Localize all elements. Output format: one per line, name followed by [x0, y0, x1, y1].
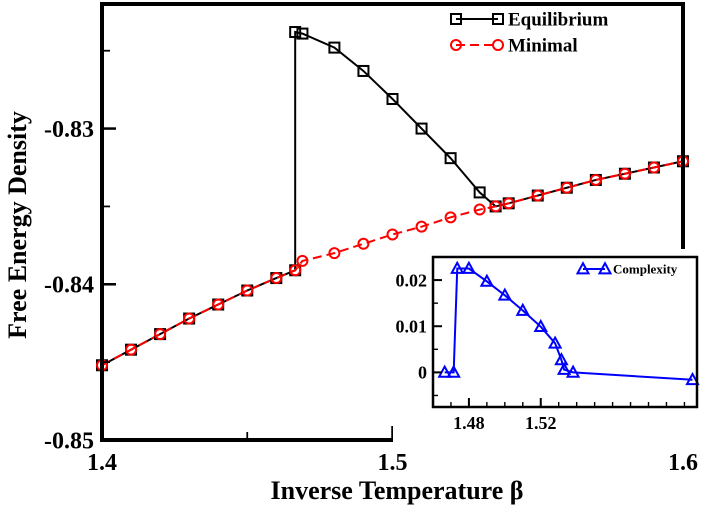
main-point-minimal — [357, 237, 370, 250]
main-point-equilibrium — [289, 26, 302, 39]
main-point-equilibrium — [328, 41, 341, 54]
inset-point-complexity — [556, 361, 572, 375]
inset-point-complexity — [547, 335, 563, 349]
main-y-tick-label: -0.85 — [44, 428, 94, 454]
inset-point-complexity — [479, 273, 495, 287]
inset-y-tick-label: 0.01 — [396, 317, 428, 337]
main-x-tick-label: 1.6 — [668, 450, 698, 476]
main-y-tick-label: -0.84 — [44, 273, 94, 299]
inset-ticks: 1.48 1.52 0 0.01 0.02 — [396, 256, 686, 433]
main-point-equilibrium — [386, 92, 399, 105]
inset-point-complexity — [461, 260, 477, 274]
main-point-minimal — [473, 203, 486, 216]
main-series-layer — [96, 26, 689, 372]
main-point-minimal — [241, 284, 254, 297]
main-point-minimal — [444, 211, 457, 224]
inset-chart: 1.48 1.52 0 0.01 0.02 Complexity — [393, 249, 705, 447]
main-x-tick-label: 1.4 — [87, 450, 117, 476]
main-point-minimal — [531, 189, 544, 202]
main-point-minimal — [502, 197, 515, 210]
inset-legend: Complexity — [575, 261, 678, 277]
main-point-minimal — [489, 200, 502, 213]
main-legend-marker — [450, 13, 462, 25]
inset-point-complexity — [685, 371, 700, 386]
inset-y-tick-label: 0.02 — [396, 270, 428, 290]
main-legend-label: Equilibrium — [508, 10, 608, 31]
inset-x-tick-label: 1.52 — [525, 413, 557, 433]
main-legend-label: Minimal — [508, 36, 578, 57]
inset-point-complexity — [446, 364, 461, 378]
main-point-minimal — [296, 254, 309, 267]
y-axis-title: Free Energy Density — [3, 111, 32, 339]
x-axis-title: Inverse Temperature β — [271, 476, 524, 505]
inset-point-complexity — [533, 318, 548, 333]
inset-legend-marker — [575, 261, 591, 275]
main-point-minimal — [328, 247, 341, 260]
main-point-minimal — [618, 167, 631, 180]
main-point-minimal — [415, 220, 428, 233]
main-point-equilibrium — [415, 122, 428, 135]
main-point-equilibrium — [357, 64, 370, 77]
main-point-minimal — [560, 181, 573, 194]
main-point-equilibrium — [473, 186, 486, 199]
main-point-minimal — [154, 328, 167, 341]
inset-legend-label: Complexity — [613, 262, 678, 277]
main-chart: 1.4 1.5 1.6 -0.85 -0.84 -0.83 Inverse Tempera… — [3, 2, 698, 505]
main-x-tick-label: 1.5 — [378, 450, 408, 476]
main-legend-marker — [492, 39, 504, 51]
main-point-equilibrium — [444, 152, 457, 165]
inset-series-line-complexity — [444, 267, 693, 381]
main-series-line-minimal — [101, 160, 684, 367]
main-point-minimal — [386, 228, 399, 241]
inset-point-complexity — [515, 302, 530, 316]
main-legend-marker — [450, 39, 462, 51]
main-point-minimal — [270, 272, 283, 285]
inset-legend-marker — [597, 261, 613, 275]
inset-series-layer — [437, 260, 700, 386]
inset-plot-frame — [431, 255, 699, 409]
inset-x-tick-label: 1.48 — [453, 413, 485, 433]
main-ticks: 1.4 1.5 1.6 -0.85 -0.84 -0.83 — [44, 49, 698, 476]
inset-point-complexity — [565, 364, 581, 378]
main-point-minimal — [125, 343, 138, 356]
main-point-minimal — [647, 161, 660, 174]
main-legend-marker — [492, 13, 504, 25]
main-point-minimal — [289, 264, 302, 277]
main-point-minimal — [589, 173, 602, 186]
main-point-equilibrium — [296, 27, 309, 40]
inset-point-complexity — [497, 287, 513, 301]
main-y-tick-label: -0.83 — [44, 117, 94, 143]
main-point-minimal — [183, 312, 196, 325]
main-point-minimal — [212, 298, 225, 311]
main-legend: Equilibrium Minimal — [450, 10, 608, 57]
inset-point-complexity — [554, 352, 569, 366]
inset-y-tick-label: 0 — [418, 363, 427, 383]
inset-point-complexity — [450, 260, 465, 274]
